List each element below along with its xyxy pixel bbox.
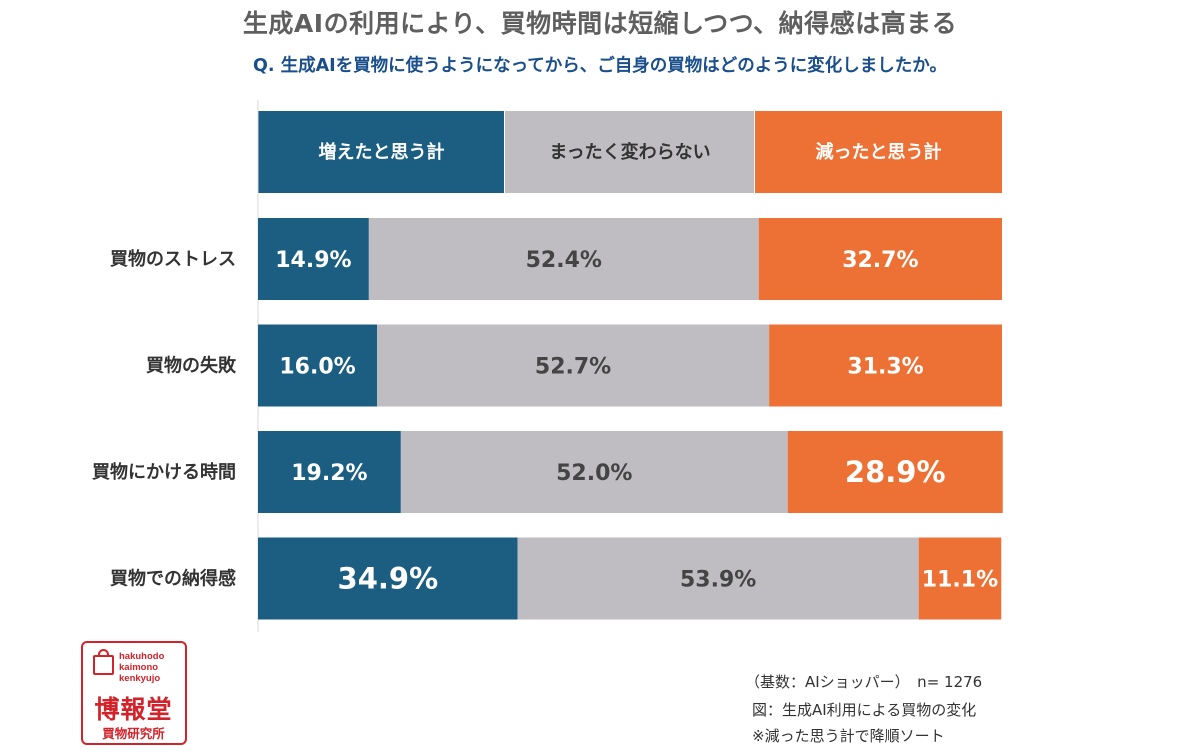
bar-1-1 <box>377 324 770 407</box>
value-label-3-2: 11.1% <box>922 568 998 593</box>
note-base: （基数：AIショッパー） n= 1276 <box>745 673 983 691</box>
note-sort: ※減った思う計で降順ソート <box>752 727 945 745</box>
value-label-2-0: 19.2% <box>291 461 367 486</box>
shopping-bag-icon <box>93 649 114 675</box>
value-label-3-0: 34.9% <box>338 562 439 596</box>
bar-0-0 <box>258 218 369 300</box>
chart-title: 生成AIの利用により、買物時間は短縮しつつ、納得感は高まる <box>242 9 958 38</box>
bar-3-2 <box>918 537 1002 620</box>
logo-en-text: hakuhodo kaimono kenkyujo <box>119 651 165 684</box>
legend-label-0: 増えたと思う計 <box>319 141 445 163</box>
category-label-0: 買物のストレス <box>110 248 236 270</box>
value-label-1-2: 31.3% <box>847 355 923 380</box>
bar-2-0 <box>258 431 401 513</box>
value-label-1-1: 52.7% <box>535 355 611 380</box>
bar-0-1 <box>368 218 759 300</box>
value-label-0-2: 32.7% <box>842 248 918 273</box>
bar-1-0 <box>258 324 378 407</box>
category-label-3: 買物での納得感 <box>110 568 236 590</box>
legend-swatch-0 <box>258 111 504 193</box>
bar-0-2 <box>758 218 1002 300</box>
value-label-3-1: 53.9% <box>680 568 756 593</box>
value-label-2-1: 52.0% <box>556 461 632 486</box>
category-label-1: 買物の失敗 <box>146 355 237 377</box>
legend-label-1: まったく変わらない <box>549 141 710 163</box>
value-label-2-2: 28.9% <box>845 455 946 489</box>
bar-2-2 <box>787 431 1003 513</box>
bar-3-1 <box>517 537 919 620</box>
logo-sub-text: 買物研究所 <box>102 726 165 741</box>
bar-3-0 <box>258 537 518 620</box>
category-label-2: 買物にかける時間 <box>92 461 236 483</box>
legend-swatch-2 <box>755 111 1002 193</box>
legend-swatch-1 <box>505 111 754 193</box>
value-label-0-1: 52.4% <box>526 248 602 273</box>
legend-label-2: 減ったと思う計 <box>816 141 942 163</box>
hakuhodo-logo: hakuhodo kaimono kenkyujo 博報堂 買物研究所 <box>81 641 187 745</box>
value-label-0-0: 14.9% <box>275 248 351 273</box>
bar-1-2 <box>769 324 1002 407</box>
bar-2-1 <box>400 431 788 513</box>
logo-main-text: 博報堂 <box>94 695 173 724</box>
chart-subtitle: Q. 生成AIを買物に使うようになってから、ご自身の買物はどのように変化しました… <box>253 56 947 76</box>
note-figure: 図：生成AI利用による買物の変化 <box>752 701 977 719</box>
value-label-1-0: 16.0% <box>279 355 355 380</box>
